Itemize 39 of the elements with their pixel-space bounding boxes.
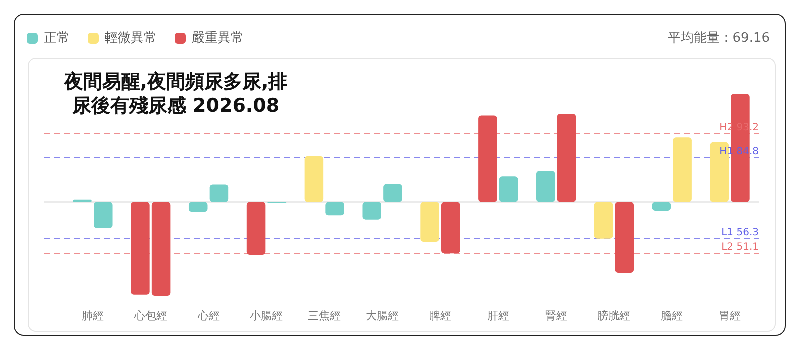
bar	[210, 184, 229, 202]
bar	[420, 202, 440, 242]
legend-label: 正常	[44, 30, 70, 47]
bar	[326, 202, 344, 216]
x-tick-label: 膀胱經	[598, 309, 631, 322]
bar	[673, 138, 692, 202]
bar	[304, 156, 324, 202]
bar	[478, 116, 498, 202]
bar	[188, 202, 208, 212]
bar	[615, 202, 634, 273]
bar	[94, 202, 113, 228]
bar	[131, 202, 150, 295]
bar	[499, 176, 518, 202]
bar	[536, 171, 556, 202]
x-tick-label: 腎經	[545, 309, 568, 322]
x-tick-label: 胃經	[719, 309, 742, 322]
x-tick-label: 小腸經	[250, 309, 284, 322]
x-tick-label: 膽經	[661, 309, 684, 322]
text: 平均能量：69.16	[668, 30, 770, 47]
x-tick-label: 脾經	[429, 309, 452, 322]
chart-title: 夜間易醒,夜間頻尿多尿,排尿後有殘尿感 2026.08	[63, 70, 289, 118]
bar	[246, 202, 266, 256]
legend-label: 嚴重異常	[192, 30, 244, 47]
legend-label: 輕微異常	[105, 30, 157, 47]
ref-line-label: L2 51.1	[722, 242, 759, 254]
bar	[362, 202, 382, 220]
bar	[442, 202, 460, 254]
bar	[152, 202, 171, 296]
x-tick-label: 大腸經	[366, 309, 400, 322]
x-tick-label: 肺經	[82, 309, 104, 322]
x-tick-label: 心經	[196, 309, 220, 322]
ref-line-label: L1 56.3	[722, 227, 759, 238]
bar	[594, 202, 614, 239]
bar	[557, 114, 576, 202]
bar	[384, 184, 402, 202]
x-tick-label: 心包經	[133, 309, 168, 322]
x-tick-label: 肝經	[487, 309, 510, 322]
x-tick-label: 三焦經	[308, 309, 342, 322]
bar	[652, 202, 672, 212]
